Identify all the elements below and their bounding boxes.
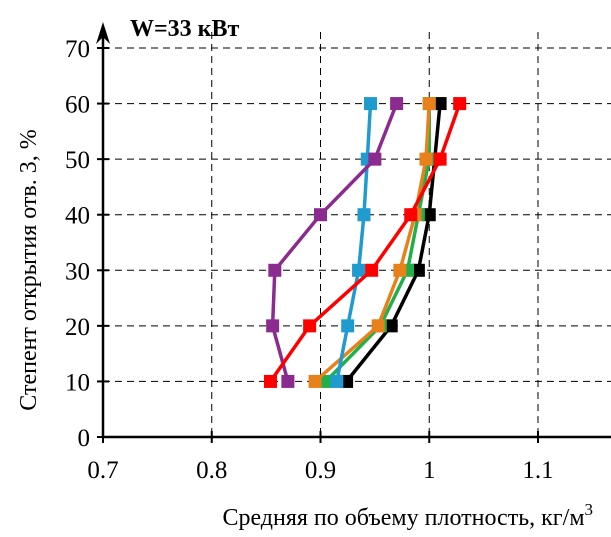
y-tick-label: 70 (65, 36, 90, 63)
series-line (269, 103, 462, 383)
data-point (308, 374, 322, 388)
data-point (314, 208, 327, 222)
data-point (393, 263, 407, 277)
y-tick-label: 10 (65, 369, 90, 396)
y-tick-label: 0 (78, 425, 91, 452)
data-point (340, 374, 354, 388)
y-axis-label: Степент открытия отв. 3, % (16, 129, 42, 410)
x-tick-label: 1 (423, 457, 436, 484)
x-axis-label: Средняя по объему плотность, кг/м3 (222, 500, 593, 531)
data-point (368, 152, 382, 166)
data-point (390, 97, 404, 111)
x-tick-label: 1.1 (522, 457, 553, 484)
data-point (303, 319, 317, 333)
data-point (352, 263, 366, 277)
data-point (453, 97, 467, 111)
y-tick-label: 40 (65, 203, 90, 230)
series-3 (308, 97, 436, 388)
series-line (313, 103, 431, 383)
data-point (281, 374, 295, 388)
x-tick-label: 0.9 (305, 457, 336, 484)
x-axis-label-superscript: 3 (585, 500, 594, 519)
data-point (319, 374, 333, 388)
data-point (371, 319, 385, 333)
data-point (419, 152, 433, 166)
series-line (270, 102, 399, 382)
series-6 (263, 97, 467, 388)
data-point (365, 263, 379, 277)
y-tick-label: 50 (65, 147, 90, 174)
x-tick-label: 0.8 (196, 457, 227, 484)
series-5 (266, 97, 404, 388)
series-line (345, 103, 442, 383)
data-point (268, 263, 282, 277)
data-point (433, 97, 447, 111)
y-tick-label: 20 (65, 314, 90, 341)
data-point (341, 319, 355, 333)
data-point (330, 374, 344, 388)
series-line (335, 103, 373, 382)
data-point (364, 97, 378, 111)
x-axis-label-main: Средняя по объему плотность, кг/м (222, 505, 584, 531)
data-point (411, 263, 425, 277)
data-point (404, 208, 418, 222)
data-point (384, 319, 398, 333)
series-4 (330, 97, 378, 388)
y-tick-label: 60 (65, 92, 90, 119)
axes (96, 22, 611, 443)
y-tick-label: 30 (65, 258, 90, 285)
y-axis-arrow (96, 22, 110, 44)
data-point (422, 97, 436, 111)
data-point (422, 208, 436, 222)
series-line (324, 103, 431, 383)
data-point (433, 152, 447, 166)
data-point (263, 374, 277, 388)
tick-labels: 0.7 0.8 0.9 1 1.1 0 10 20 30 40 50 60 70 (65, 36, 554, 484)
grid-lines (103, 32, 611, 437)
data-point (357, 208, 371, 222)
x-tick-label: 0.7 (87, 457, 118, 484)
chart-annotation: W=33 кВт (130, 16, 240, 42)
series-layer (263, 97, 467, 388)
data-point (266, 319, 280, 333)
